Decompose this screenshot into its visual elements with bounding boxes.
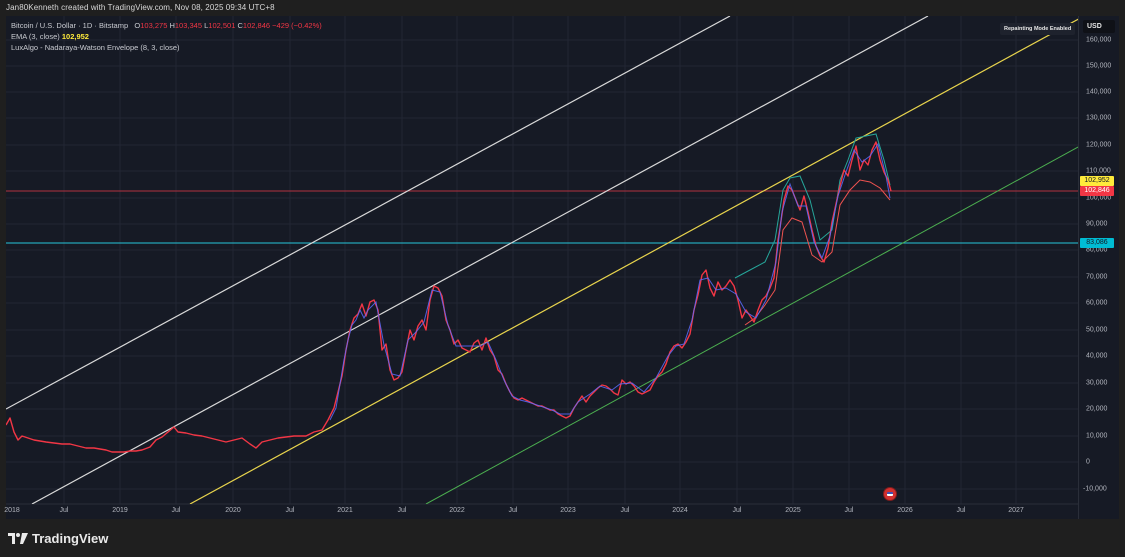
x-tick: Jul (285, 507, 295, 514)
y-tick: 110,000 (1086, 167, 1111, 175)
close-value: 102,846 (242, 21, 271, 30)
channel-line-green (425, 146, 1078, 504)
chart-legend: Bitcoin / U.S. Dollar · 1D · Bitstamp O1… (11, 20, 322, 53)
tradingview-logo-icon (8, 533, 28, 544)
high-label: H (169, 21, 175, 30)
channel-line-white-upper (6, 16, 731, 410)
y-tick: 130,000 (1086, 114, 1112, 122)
y-tick: 40,000 (1086, 352, 1108, 360)
ema-value: 102,952 (61, 32, 89, 41)
y-tick: 100,000 (1086, 194, 1112, 202)
channel-line-white-lower (31, 16, 929, 504)
x-tick: 2024 (672, 507, 688, 514)
x-tick: Jul (620, 507, 630, 514)
grid (6, 16, 1078, 504)
envelope-upper (734, 133, 891, 279)
y-tick: -10,000 (1083, 485, 1107, 493)
x-tick: Jul (59, 507, 69, 514)
legend-ema-row[interactable]: EMA (3, close) 102,952 (11, 31, 322, 42)
y-tick: 70,000 (1086, 273, 1108, 281)
x-tick: 2025 (785, 507, 801, 514)
legend-indicator-row[interactable]: LuxAlgo - Nadaraya-Watson Envelope (8, 3… (11, 42, 322, 53)
x-tick: Jul (956, 507, 966, 514)
chart-credit: Jan80Kenneth created with TradingView.co… (6, 3, 275, 12)
change-value: −429 (−0.42%) (272, 21, 322, 30)
y-tick: 50,000 (1086, 326, 1108, 334)
y-tick: 90,000 (1086, 220, 1108, 228)
price-axis[interactable] (1078, 16, 1120, 519)
x-tick: 2020 (225, 507, 241, 514)
brand-name: TradingView (32, 531, 109, 546)
y-tick: 150,000 (1086, 62, 1112, 70)
y-tick: 60,000 (1086, 299, 1108, 307)
indicator-label[interactable]: LuxAlgo - Nadaraya-Watson Envelope (8, 3… (11, 43, 180, 52)
currency-selector[interactable]: USD (1083, 20, 1115, 33)
x-tick: 2027 (1008, 507, 1024, 514)
x-tick: 2022 (449, 507, 465, 514)
legend-symbol-row[interactable]: Bitcoin / U.S. Dollar · 1D · Bitstamp O1… (11, 20, 322, 31)
last-price-label: 102,846 (1080, 186, 1114, 196)
chart-panel[interactable] (6, 16, 1078, 519)
y-tick: 30,000 (1086, 379, 1108, 387)
repainting-badge: Repainting Mode Enabled (1000, 23, 1076, 35)
frame-edge (1119, 16, 1125, 519)
ema-price-label: 102,952 (1080, 176, 1114, 186)
y-tick: 10,000 (1086, 432, 1108, 440)
x-tick: 2019 (112, 507, 128, 514)
x-tick: Jul (732, 507, 742, 514)
channel-line-yellow (189, 18, 1078, 504)
x-tick: Jul (171, 507, 181, 514)
close-label: C (237, 21, 243, 30)
tradingview-logo: TradingView (8, 531, 108, 546)
x-tick: 2021 (337, 507, 353, 514)
x-tick: Jul (508, 507, 518, 514)
envelope-lower (744, 179, 891, 326)
y-tick: 160,000 (1086, 36, 1112, 44)
y-tick: 20,000 (1086, 405, 1108, 413)
y-tick: 120,000 (1086, 141, 1112, 149)
x-tick: 2023 (560, 507, 576, 514)
hline-price-label: 83,086 (1080, 238, 1114, 248)
low-label: L (204, 21, 209, 30)
x-tick: 2018 (4, 507, 20, 514)
ema-label[interactable]: EMA (3, close) (11, 32, 60, 41)
us-economic-event-icon[interactable] (884, 488, 896, 500)
low-value: 102,501 (208, 21, 236, 30)
price-line-up (329, 142, 891, 421)
symbol-name[interactable]: Bitcoin / U.S. Dollar · 1D · Bitstamp (11, 21, 129, 30)
open-label: O (134, 21, 141, 30)
x-tick: Jul (397, 507, 407, 514)
high-value: 103,345 (174, 21, 203, 30)
y-tick: 0 (1086, 458, 1090, 466)
open-value: 103,275 (140, 21, 168, 30)
y-tick: 140,000 (1086, 88, 1112, 96)
x-tick: 2026 (897, 507, 913, 514)
y-tick: 80,000 (1086, 246, 1108, 254)
x-tick: Jul (844, 507, 854, 514)
price-line-down (6, 141, 892, 453)
